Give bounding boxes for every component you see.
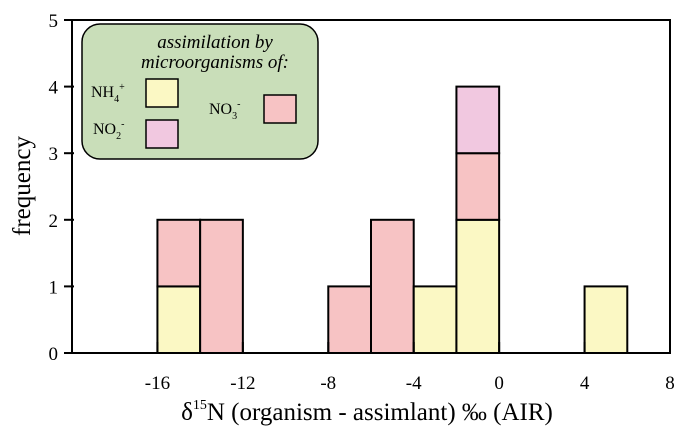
x-tick-label: -16 (145, 373, 170, 394)
bar-segment (156, 285, 202, 354)
legend-swatch-no3 (263, 94, 297, 124)
bar-segment (412, 285, 458, 354)
legend: assimilation by microorganisms of: NH4+ … (81, 23, 319, 160)
legend-background (81, 23, 319, 160)
bar-segment (455, 85, 501, 155)
y-axis-title: frequency (9, 136, 36, 236)
y-tick-label: 0 (49, 344, 59, 365)
x-tick-label: -4 (406, 373, 422, 394)
y-tick-label: 3 (49, 144, 59, 165)
x-tick-label: 8 (665, 373, 675, 394)
plot-frame (71, 19, 671, 354)
legend-title-line2: microorganisms of: (141, 52, 289, 73)
y-tick-label: 5 (49, 11, 59, 32)
x-tick-label: -8 (320, 373, 336, 394)
bar-segment (327, 285, 372, 354)
legend-label-no2: NO2- (93, 119, 124, 142)
legend-label-no3: NO3- (209, 99, 240, 122)
y-ticks: 0 1 2 3 4 5 (49, 11, 74, 365)
bar-segment (199, 218, 244, 354)
bar-segment (370, 218, 415, 354)
legend-swatch-nh4 (145, 78, 179, 108)
y-tick-label: 4 (49, 78, 59, 99)
x-tick-label: 0 (494, 373, 504, 394)
legend-swatch-no2 (145, 119, 179, 149)
y-tick-label: 2 (49, 211, 59, 232)
y-tick-label: 1 (49, 277, 59, 298)
x-tick-label: -12 (230, 373, 255, 394)
x-axis-title: δ15N (organism - assimlant) ‰ (AIR) (181, 398, 553, 426)
x-ticks: -16 -12 -8 -4 0 4 8 (145, 342, 675, 394)
bar-segment (156, 218, 202, 288)
bar-segment (455, 218, 501, 354)
legend-title-line1: assimilation by (157, 32, 273, 53)
bar-segment (455, 152, 501, 221)
x-tick-label: 4 (580, 373, 590, 394)
axes-group (71, 19, 671, 354)
bars-group (156, 85, 629, 354)
bar-segment (583, 285, 629, 354)
legend-label-nh4: NH4+ (91, 82, 125, 105)
